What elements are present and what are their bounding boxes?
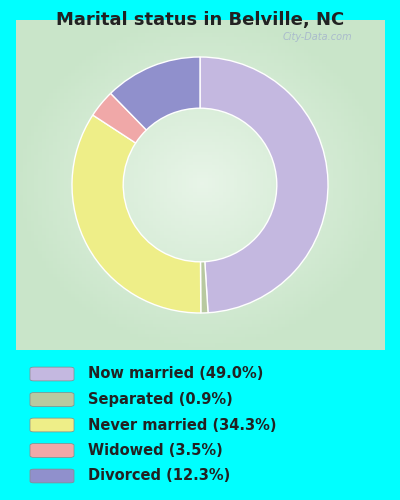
Text: City-Data.com: City-Data.com <box>282 32 352 42</box>
FancyBboxPatch shape <box>30 469 74 483</box>
Wedge shape <box>93 94 146 143</box>
FancyBboxPatch shape <box>30 392 74 406</box>
Text: Widowed (3.5%): Widowed (3.5%) <box>88 443 223 458</box>
Text: Divorced (12.3%): Divorced (12.3%) <box>88 468 230 483</box>
FancyBboxPatch shape <box>30 444 74 458</box>
Text: Now married (49.0%): Now married (49.0%) <box>88 366 263 382</box>
Text: Marital status in Belville, NC: Marital status in Belville, NC <box>56 11 344 29</box>
FancyBboxPatch shape <box>30 367 74 381</box>
Text: Separated (0.9%): Separated (0.9%) <box>88 392 233 407</box>
Wedge shape <box>72 115 201 313</box>
FancyBboxPatch shape <box>30 418 74 432</box>
Wedge shape <box>200 262 208 313</box>
Wedge shape <box>111 57 200 130</box>
Wedge shape <box>200 57 328 312</box>
Text: Never married (34.3%): Never married (34.3%) <box>88 418 276 432</box>
